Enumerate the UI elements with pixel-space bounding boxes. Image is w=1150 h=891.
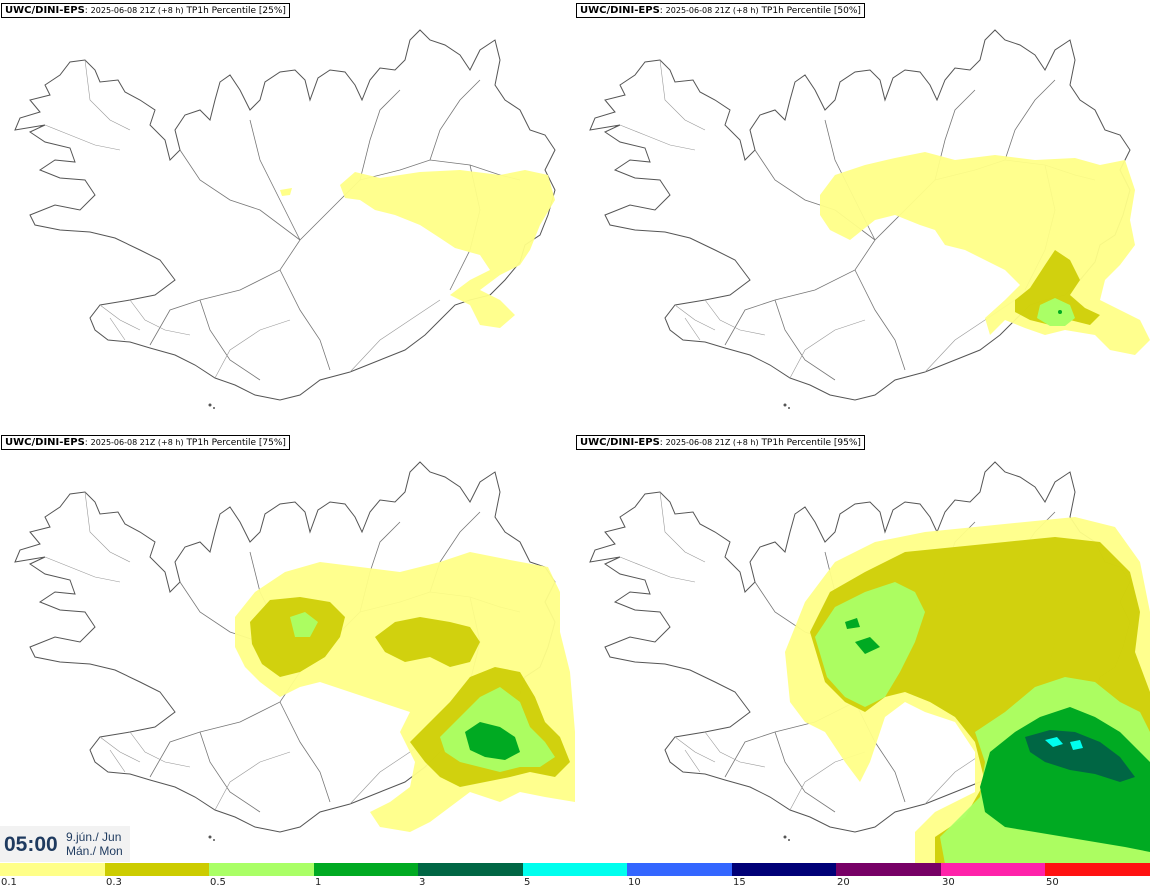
legend-swatch	[313, 863, 419, 876]
valid-time-box: 05:00 9.jún./ Jun Mán./ Mon	[0, 826, 130, 862]
panel-title-50: UWC/DINI-EPS: 2025-06-08 21Z (+8 h) TP1h…	[576, 3, 865, 18]
panel-title-25: UWC/DINI-EPS: 2025-06-08 21Z (+8 h) TP1h…	[1, 3, 290, 18]
legend-label: 15	[733, 877, 746, 888]
map-panel-50: UWC/DINI-EPS: 2025-06-08 21Z (+8 h) TP1h…	[575, 0, 1150, 432]
map-panel-75: UWC/DINI-EPS: 2025-06-08 21Z (+8 h) TP1h…	[0, 432, 575, 864]
legend-label: 0.5	[210, 877, 226, 888]
valid-date: 9.jún./ Jun Mán./ Mon	[66, 830, 123, 858]
legend-swatch	[940, 863, 1046, 876]
param-label: TP1h Percentile [95%]	[761, 438, 861, 448]
valid-date-line1: 9.jún./ Jun	[66, 830, 122, 844]
valid-date-line2: Mán./ Mon	[66, 844, 123, 858]
map-panel-95: UWC/DINI-EPS: 2025-06-08 21Z (+8 h) TP1h…	[575, 432, 1150, 864]
legend-label: 10	[628, 877, 641, 888]
param-label: TP1h Percentile [50%]	[761, 6, 861, 16]
legend-swatch	[418, 863, 523, 876]
legend-swatch	[1045, 863, 1150, 876]
legend-swatch	[731, 863, 837, 876]
legend-swatch	[836, 863, 941, 876]
legend-label: 5	[524, 877, 531, 888]
valid-hour: 05:00	[4, 833, 58, 856]
run-time: 2025-06-08 21Z (+8 h)	[90, 438, 184, 447]
model-name: UWC/DINI-EPS	[5, 5, 85, 16]
legend-swatch	[209, 863, 314, 876]
legend-label: 0.1	[1, 877, 17, 888]
legend-swatch	[104, 863, 210, 876]
legend-label: 50	[1046, 877, 1059, 888]
legend-label: 0.3	[106, 877, 122, 888]
legend-label: 20	[837, 877, 850, 888]
legend-swatch	[522, 863, 628, 876]
legend-label: 1	[315, 877, 322, 888]
legend-label: 30	[942, 877, 955, 888]
legend-label: 3	[419, 877, 426, 888]
run-time: 2025-06-08 21Z (+8 h)	[90, 6, 184, 15]
panel-title-75: UWC/DINI-EPS: 2025-06-08 21Z (+8 h) TP1h…	[1, 435, 290, 450]
param-label: TP1h Percentile [25%]	[186, 6, 286, 16]
legend-swatch	[0, 863, 105, 876]
model-name: UWC/DINI-EPS	[5, 437, 85, 448]
precip-legend: 0.1 0.3 0.5 1 3 5 10 15 20 30 50	[0, 863, 1150, 891]
run-time: 2025-06-08 21Z (+8 h)	[665, 6, 759, 15]
param-label: TP1h Percentile [75%]	[186, 438, 286, 448]
iceland-map-95	[589, 461, 1150, 864]
iceland-map-50	[589, 29, 1150, 410]
run-time: 2025-06-08 21Z (+8 h)	[665, 438, 759, 447]
map-panel-25: UWC/DINI-EPS: 2025-06-08 21Z (+8 h) TP1h…	[0, 0, 575, 432]
iceland-map-75	[14, 461, 575, 842]
model-name: UWC/DINI-EPS	[580, 5, 660, 16]
legend-swatch	[627, 863, 732, 876]
legend-bar	[0, 863, 1150, 876]
iceland-map-25	[14, 29, 556, 410]
model-name: UWC/DINI-EPS	[580, 437, 660, 448]
panel-title-95: UWC/DINI-EPS: 2025-06-08 21Z (+8 h) TP1h…	[576, 435, 865, 450]
